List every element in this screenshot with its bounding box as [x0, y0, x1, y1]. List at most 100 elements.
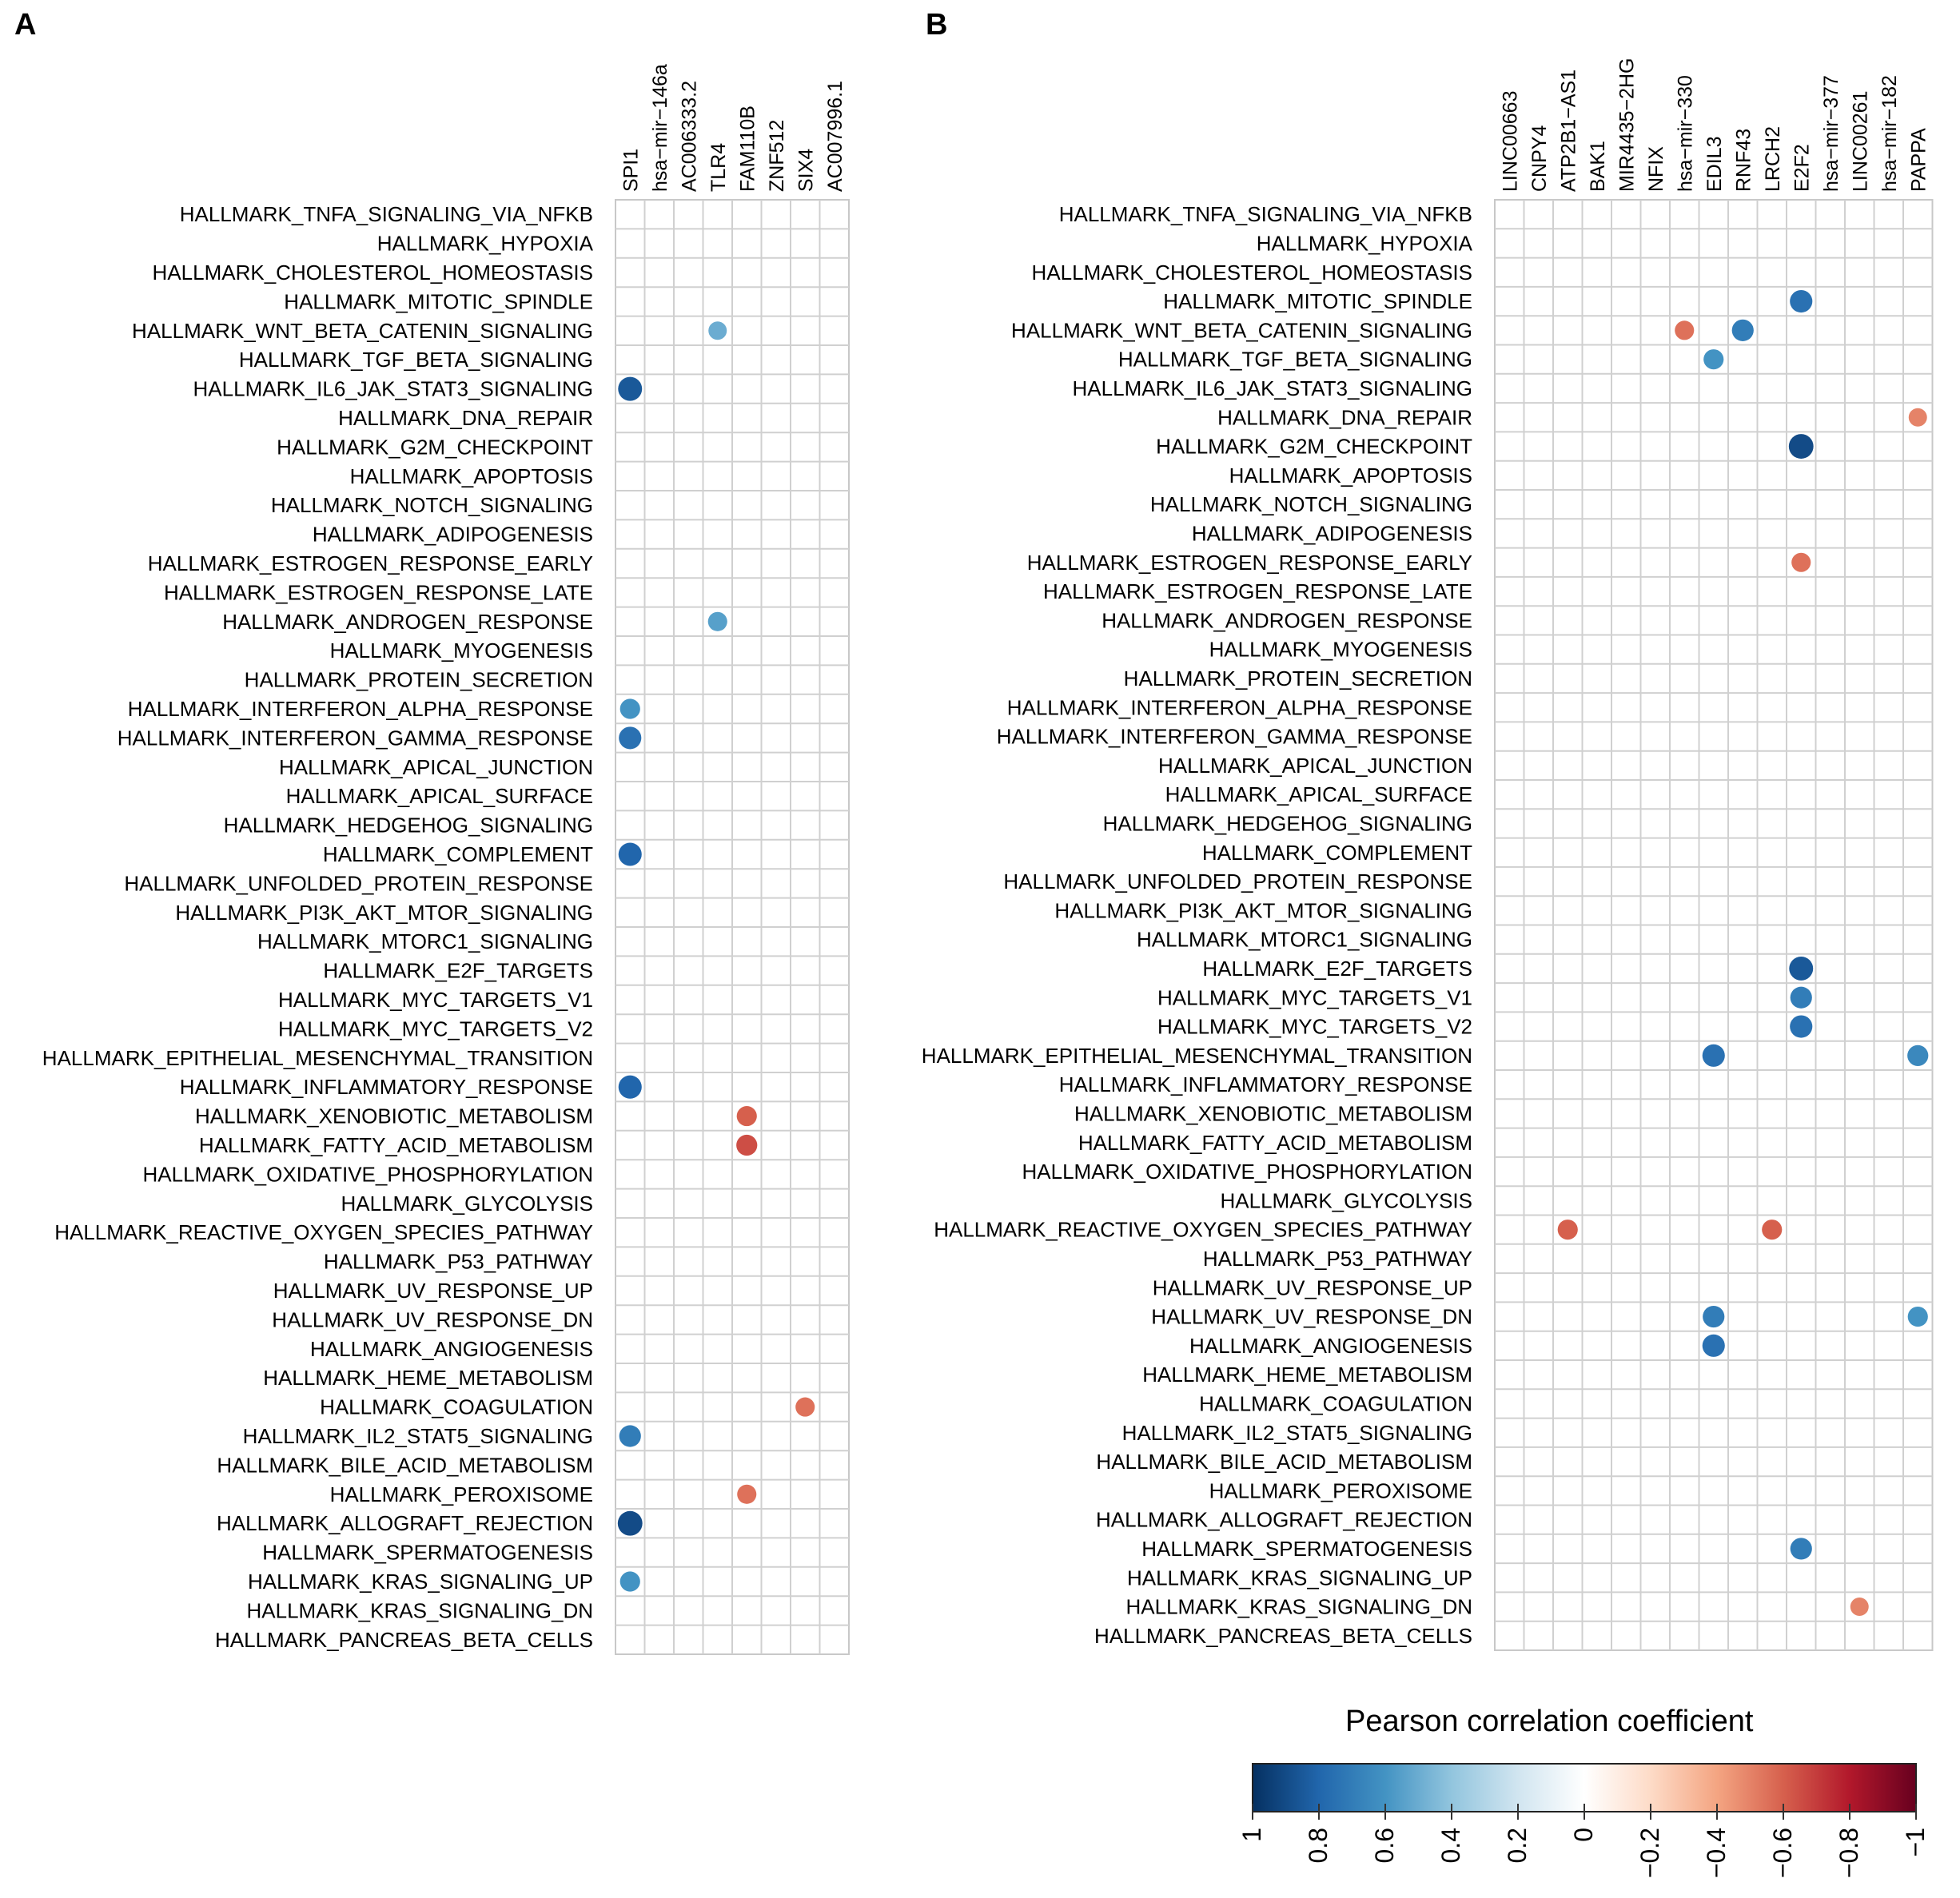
- row-label: HALLMARK_IL2_STAT5_SIGNALING: [1122, 1421, 1472, 1445]
- correlation-circle: [1790, 1538, 1812, 1560]
- row-label: HALLMARK_FATTY_ACID_METABOLISM: [199, 1133, 593, 1157]
- row-label: HALLMARK_INFLAMMATORY_RESPONSE: [1059, 1072, 1472, 1096]
- row-label: HALLMARK_ALLOGRAFT_REJECTION: [217, 1511, 593, 1535]
- row-label: HALLMARK_DNA_REPAIR: [338, 406, 593, 430]
- row-label: HALLMARK_MTORC1_SIGNALING: [257, 929, 593, 953]
- row-label: HALLMARK_GLYCOLYSIS: [1221, 1188, 1473, 1212]
- legend-tick-label: 0.4: [1436, 1828, 1465, 1863]
- panel-a-letter: A: [14, 8, 37, 42]
- row-label: HALLMARK_ESTROGEN_RESPONSE_LATE: [164, 580, 593, 604]
- row-label: HALLMARK_APICAL_SURFACE: [286, 784, 593, 808]
- row-label: HALLMARK_OXIDATIVE_PHOSPHORYLATION: [1022, 1160, 1473, 1184]
- correlation-circle: [707, 611, 727, 631]
- column-label: LINC00261: [1849, 91, 1871, 192]
- column-label: EDIL3: [1703, 137, 1726, 192]
- row-label: HALLMARK_HEME_METABOLISM: [263, 1366, 593, 1390]
- column-label: ZNF512: [766, 120, 788, 192]
- row-label: HALLMARK_INFLAMMATORY_RESPONSE: [180, 1075, 593, 1099]
- row-label: HALLMARK_INTERFERON_GAMMA_RESPONSE: [118, 726, 593, 750]
- correlation-circle: [1908, 408, 1927, 427]
- legend-tick-label: 0: [1569, 1828, 1598, 1842]
- row-label: HALLMARK_UNFOLDED_PROTEIN_RESPONSE: [124, 871, 593, 895]
- row-label: HALLMARK_FATTY_ACID_METABOLISM: [1078, 1131, 1472, 1155]
- row-label: HALLMARK_CHOLESTEROL_HOMEOSTASIS: [1032, 261, 1472, 285]
- row-label: HALLMARK_XENOBIOTIC_METABOLISM: [195, 1104, 593, 1128]
- row-label: HALLMARK_MYC_TARGETS_V1: [278, 988, 593, 1012]
- row-label: HALLMARK_MYC_TARGETS_V2: [1157, 1015, 1472, 1039]
- correlation-circle: [1907, 1306, 1928, 1327]
- row-label: HALLMARK_NOTCH_SIGNALING: [1150, 492, 1472, 516]
- row-label: HALLMARK_G2M_CHECKPOINT: [1156, 435, 1472, 459]
- row-label: HALLMARK_WNT_BETA_CATENIN_SIGNALING: [1011, 318, 1472, 342]
- row-label: HALLMARK_E2F_TARGETS: [323, 959, 593, 983]
- column-label: CNPY4: [1528, 125, 1551, 192]
- row-label: HALLMARK_UV_RESPONSE_DN: [272, 1307, 593, 1331]
- row-label: HALLMARK_PEROXISOME: [1209, 1478, 1472, 1502]
- legend-tick-label: 0.8: [1304, 1828, 1333, 1863]
- correlation-circle: [1702, 1044, 1725, 1067]
- correlation-circle: [708, 321, 727, 340]
- row-label: HALLMARK_SPERMATOGENESIS: [262, 1541, 593, 1565]
- row-label: HALLMARK_COMPLEMENT: [1202, 841, 1472, 865]
- correlation-circle: [1703, 1305, 1725, 1328]
- panel-b: HALLMARK_TNFA_SIGNALING_VIA_NFKB HALLMARK…: [922, 58, 1934, 1651]
- column-label: PAPPA: [1907, 128, 1930, 192]
- column-label: hsa−mir−182: [1878, 75, 1901, 192]
- legend-tick-label: −0.2: [1635, 1828, 1664, 1878]
- column-label: TLR4: [707, 143, 730, 192]
- legend-tick-label: −0.4: [1702, 1828, 1731, 1878]
- row-label: HALLMARK_E2F_TARGETS: [1202, 957, 1472, 981]
- row-label: HALLMARK_IL6_JAK_STAT3_SIGNALING: [1073, 376, 1472, 400]
- row-label: HALLMARK_DNA_REPAIR: [1217, 405, 1472, 429]
- row-label: HALLMARK_HYPOXIA: [377, 232, 594, 256]
- row-label: HALLMARK_EPITHELIAL_MESENCHYMAL_TRANSITI…: [42, 1046, 593, 1070]
- row-label: HALLMARK_ANGIOGENESIS: [1189, 1334, 1472, 1358]
- correlation-circle: [618, 376, 643, 401]
- correlation-circle: [1907, 1044, 1929, 1066]
- row-label: HALLMARK_KRAS_SIGNALING_UP: [248, 1570, 593, 1594]
- correlation-circle: [736, 1106, 757, 1127]
- correlation-circle: [618, 1075, 642, 1099]
- correlation-circle: [1675, 320, 1695, 340]
- correlation-circle: [619, 1425, 641, 1447]
- row-label: HALLMARK_ANDROGEN_RESPONSE: [222, 610, 593, 634]
- column-label: AC006333.2: [678, 81, 700, 192]
- row-label: HALLMARK_UV_RESPONSE_UP: [273, 1279, 593, 1303]
- row-label: HALLMARK_APICAL_JUNCTION: [279, 755, 593, 779]
- correlation-circle: [619, 698, 640, 719]
- row-label: HALLMARK_ADIPOGENESIS: [1192, 521, 1472, 545]
- column-label: RNF43: [1732, 129, 1755, 192]
- legend-tick-label: −1: [1901, 1828, 1930, 1856]
- correlation-circle: [1762, 1220, 1783, 1240]
- row-label: HALLMARK_COMPLEMENT: [323, 842, 593, 866]
- panel-a: HALLMARK_TNFA_SIGNALING_VIA_NFKB HALLMARK…: [42, 64, 850, 1655]
- column-label: SPI1: [619, 149, 642, 192]
- column-label: FAM110B: [736, 105, 759, 192]
- correlation-circle: [1731, 319, 1754, 341]
- correlation-circle: [1788, 434, 1814, 459]
- column-label: ATP2B1−AS1: [1557, 70, 1580, 192]
- row-label: HALLMARK_BILE_ACID_METABOLISM: [1096, 1450, 1472, 1474]
- row-label: HALLMARK_XENOBIOTIC_METABOLISM: [1074, 1101, 1472, 1125]
- row-label: HALLMARK_REACTIVE_OXYGEN_SPECIES_PATHWAY: [54, 1220, 593, 1244]
- correlation-circle: [736, 1134, 758, 1156]
- row-label: HALLMARK_KRAS_SIGNALING_DN: [247, 1598, 593, 1622]
- row-label: HALLMARK_GLYCOLYSIS: [341, 1192, 594, 1216]
- correlation-circle: [618, 842, 642, 866]
- row-label: HALLMARK_WNT_BETA_CATENIN_SIGNALING: [132, 319, 593, 343]
- row-label: HALLMARK_MTORC1_SIGNALING: [1137, 928, 1472, 952]
- row-label: HALLMARK_TNFA_SIGNALING_VIA_NFKB: [1059, 202, 1472, 226]
- row-label: HALLMARK_COAGULATION: [320, 1395, 593, 1419]
- correlation-circle: [1790, 986, 1812, 1009]
- row-label: HALLMARK_UNFOLDED_PROTEIN_RESPONSE: [1003, 869, 1472, 893]
- correlation-circle: [1789, 956, 1814, 981]
- legend-tick-label: −0.6: [1768, 1828, 1797, 1878]
- column-label: LRCH2: [1762, 126, 1784, 192]
- correlation-circle: [619, 1571, 640, 1592]
- correlation-circle: [1703, 349, 1724, 370]
- row-label: HALLMARK_P53_PATHWAY: [1203, 1247, 1472, 1271]
- row-label: HALLMARK_SPERMATOGENESIS: [1141, 1537, 1472, 1561]
- row-label: HALLMARK_MYOGENESIS: [330, 639, 593, 663]
- column-label: AC007996.1: [824, 81, 847, 192]
- row-label: HALLMARK_MITOTIC_SPINDLE: [1163, 289, 1472, 313]
